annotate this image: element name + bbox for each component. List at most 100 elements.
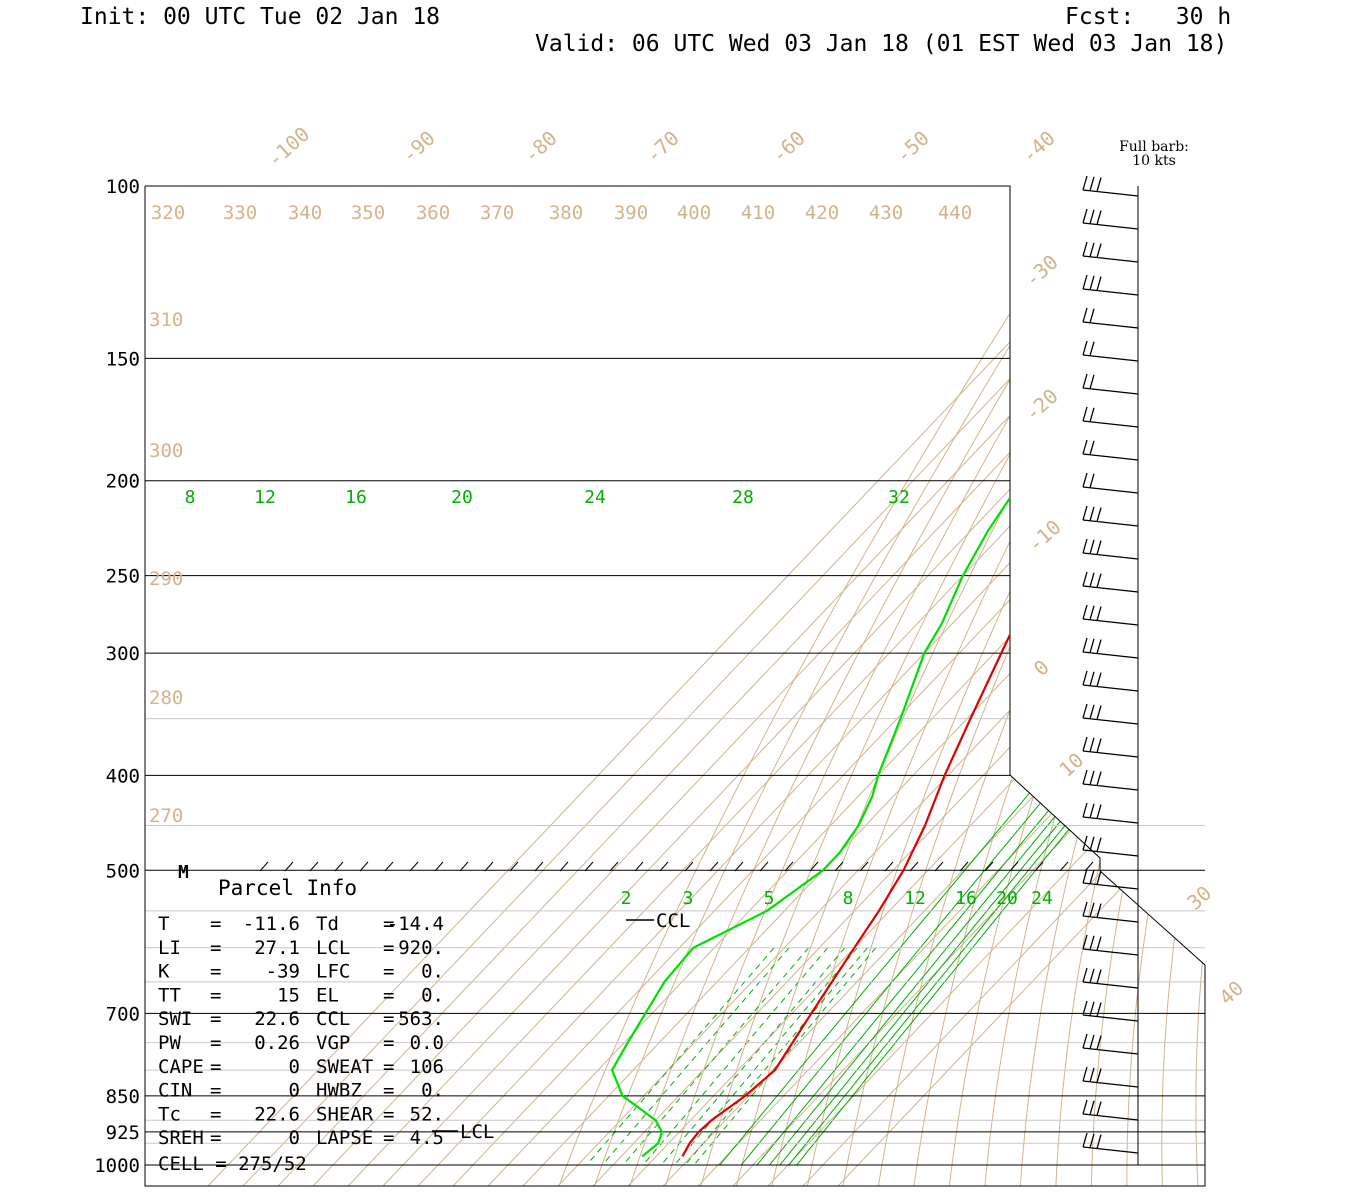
parcel-label: K — [158, 961, 170, 983]
barb-flag — [1082, 340, 1088, 356]
barb-shaft — [1082, 948, 1139, 956]
pressure-label: 850 — [106, 1086, 140, 1108]
barb-flag — [1089, 1100, 1095, 1115]
parcel-label: SHEAR — [316, 1103, 374, 1125]
barb-flag — [1096, 507, 1102, 522]
parcel-value: 0.0 — [410, 1032, 444, 1054]
barb-flag — [1082, 1000, 1088, 1016]
barb-shaft — [1082, 189, 1139, 197]
isotherm-line — [312, 186, 1205, 1186]
mixing-ratio-label: 16 — [955, 888, 977, 909]
isotherm-line — [767, 186, 1205, 1186]
wind-barb — [1082, 373, 1139, 395]
hatch-mark — [534, 861, 544, 872]
isotherm-line — [837, 186, 1205, 1186]
pressure-label: 400 — [106, 765, 140, 787]
isotherm-label: 40 — [1214, 976, 1248, 1010]
barb-shaft — [1082, 288, 1139, 296]
wind-barb — [1082, 703, 1139, 725]
parcel-eq: = — [210, 984, 221, 1006]
isotherm-line — [592, 186, 1205, 1186]
pressure-label: 700 — [106, 1003, 140, 1025]
isotherm-label: -30 — [1020, 250, 1063, 292]
isotherm-line — [557, 186, 1205, 1186]
barb-flag — [1082, 208, 1088, 224]
barb-flag — [1096, 936, 1102, 951]
barb-shaft — [1082, 717, 1139, 725]
parcel-eq: = — [383, 984, 394, 1006]
barb-shaft — [1082, 519, 1139, 527]
parcel-eq: = — [383, 913, 394, 935]
barb-flag — [1096, 804, 1102, 819]
parcel-label: TT — [158, 984, 181, 1006]
barb-flag — [1096, 969, 1102, 984]
mixing-ratio-label: 28 — [732, 487, 754, 508]
theta-label: 320 — [151, 202, 185, 224]
barb-legend: Full barb: 10 kts — [1102, 140, 1206, 168]
isotherm-label: 10 — [1054, 748, 1088, 782]
parcel-eq: = — [210, 1080, 221, 1102]
mixing-ratio-label: 8 — [843, 888, 854, 909]
theta-label: 280 — [149, 687, 183, 709]
barb-flag — [1089, 176, 1095, 191]
barb-flag — [1096, 705, 1102, 720]
dry-adiabat-line — [1262, 186, 1350, 1186]
barb-flag — [1089, 440, 1095, 455]
barb-flag — [1082, 934, 1088, 950]
barb-legend-line2: 10 kts — [1132, 153, 1176, 169]
dry-adiabat-line — [771, 186, 1202, 1186]
parcel-value: 15 — [277, 984, 300, 1006]
parcel-row: Tc = 22.6 SHEAR = 52. — [158, 1103, 444, 1125]
hatch-mark — [559, 861, 569, 872]
valid-time: Valid: 06 UTC Wed 03 Jan 18 (01 EST Wed … — [535, 31, 1228, 57]
mixing-ratio-line — [674, 947, 858, 1166]
hatch-mark — [959, 861, 969, 872]
isotherm-label: -100 — [262, 122, 314, 172]
parcel-row: LI = 27.1 LCL = 920. — [158, 937, 444, 959]
wind-barb — [1082, 1099, 1139, 1121]
mixing-ratio-line — [622, 947, 809, 1166]
parcel-value: 0 — [289, 1080, 300, 1102]
barb-flag — [1089, 242, 1095, 257]
parcel-row: CAPE = 0 SWEAT = 106 — [158, 1056, 444, 1078]
isotherm-line — [347, 186, 1205, 1186]
parcel-eq: = — [383, 1008, 394, 1030]
parcel-eq: = — [210, 1056, 221, 1078]
wind-barb — [1082, 835, 1139, 857]
wind-barb — [1082, 901, 1139, 923]
dry-adiabat-line — [665, 186, 1147, 1186]
theta-label: 360 — [416, 202, 450, 224]
dry-adiabat-line — [949, 186, 1205, 1186]
parcel-label: SREH — [158, 1127, 204, 1149]
theta-label: 310 — [149, 309, 183, 331]
barb-flag — [1096, 210, 1102, 225]
barb-flag — [1082, 439, 1088, 455]
barb-flag — [1082, 505, 1088, 521]
isotherm-label: -10 — [1023, 515, 1066, 557]
parcel-label: SWEAT — [316, 1056, 373, 1078]
parcel-value: 0.26 — [254, 1032, 300, 1054]
barb-flag — [1082, 241, 1088, 257]
parcel-row: PW = 0.26 VGP = 0.0 — [158, 1032, 444, 1054]
wind-barb — [1082, 868, 1139, 890]
dry-adiabat-line — [1019, 186, 1205, 1186]
parcel-value: 0 — [289, 1127, 300, 1149]
barb-shaft — [1082, 552, 1139, 560]
barb-shaft — [1082, 1047, 1139, 1055]
barb-flag — [1082, 736, 1088, 752]
parcel-eq: = — [210, 913, 221, 935]
wind-barb — [1082, 637, 1139, 659]
parcel-label: LCL — [316, 937, 350, 959]
barb-flag — [1089, 1001, 1095, 1016]
parcel-eq: = — [383, 1056, 394, 1078]
pressure-label: 1000 — [94, 1155, 140, 1177]
hatch-mark — [1034, 861, 1044, 872]
parcel-cell: CELL = 275/52 — [158, 1153, 307, 1175]
isotherm-line — [732, 186, 1205, 1186]
parcel-label: VGP — [316, 1032, 350, 1054]
parcel-marker: M — [178, 862, 189, 883]
theta-label: 340 — [288, 202, 322, 224]
parcel-value: 0. — [421, 961, 444, 983]
parcel-eq: = — [383, 1080, 394, 1102]
parcel-eq: = — [210, 937, 221, 959]
